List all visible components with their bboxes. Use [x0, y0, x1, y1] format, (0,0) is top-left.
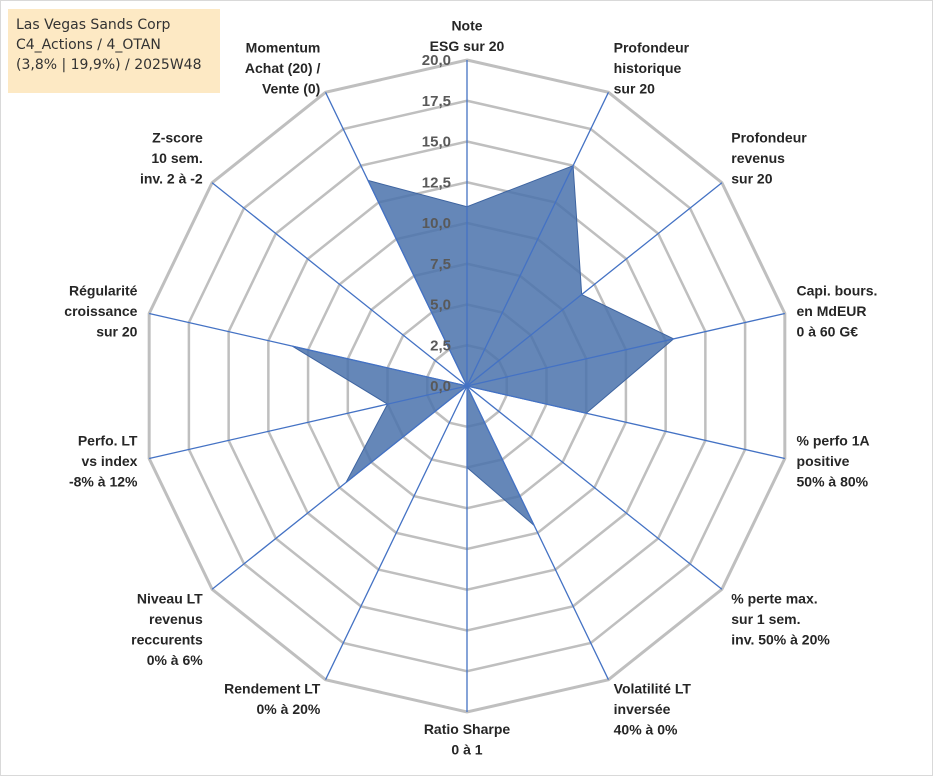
tick-label: 15,0 — [422, 134, 451, 151]
axis-label: % perfo 1A positive 50% à 80% — [797, 433, 870, 490]
axis-line — [211, 182, 468, 387]
axis-line — [149, 312, 468, 387]
axis-label: Z-score 10 sem. inv. 2 à -2 — [140, 130, 203, 187]
axis-line — [149, 385, 468, 460]
axis-label: Rendement LT 0% à 20% — [224, 681, 321, 718]
axis-label: % perte max. sur 1 sem. inv. 50% à 20% — [731, 590, 830, 647]
axis-line — [466, 182, 723, 387]
axis-label: Momentum Achat (20) / Vente (0) — [245, 39, 321, 96]
tick-label: 10,0 — [422, 215, 451, 232]
tick-label: 12,5 — [422, 174, 451, 191]
radar-axes — [149, 60, 785, 712]
axis-line — [324, 385, 468, 680]
tick-label: 20,0 — [422, 52, 451, 69]
axis-label: Perfo. LT vs index -8% à 12% — [69, 433, 138, 490]
axis-label: Profondeur historique sur 20 — [614, 39, 690, 96]
axis-label: Volatilité LT inversée 40% à 0% — [614, 681, 692, 738]
axis-line — [466, 385, 723, 590]
axis-label: Régularité croissance sur 20 — [64, 282, 137, 339]
axis-label: Note ESG sur 20 — [430, 18, 505, 55]
title-category: C4_Actions / 4_OTAN — [16, 37, 161, 53]
axis-line — [324, 92, 468, 387]
axis-label: Profondeur revenus sur 20 — [731, 130, 807, 187]
axis-label: Niveau LT revenus reccurents 0% à 6% — [131, 590, 203, 668]
tick-label: 7,5 — [430, 256, 451, 273]
tick-label: 5,0 — [430, 297, 451, 314]
radar-series-layer — [291, 165, 675, 526]
axis-line — [466, 385, 610, 680]
axis-line — [466, 92, 610, 387]
axis-label: Capi. bours. en MdEUR 0 à 60 G€ — [797, 282, 878, 339]
tick-label: 2,5 — [430, 337, 451, 354]
tick-label: 0,0 — [430, 378, 451, 395]
radial-tick-labels: 0,0 2,5 5,0 7,5 10,0 12,5 15,0 17,5 20,0 — [422, 52, 451, 395]
axis-label: Ratio Sharpe 0 à 1 — [424, 721, 511, 758]
axis-line — [466, 312, 785, 387]
tick-label: 17,5 — [422, 93, 451, 110]
axis-category-labels: Note ESG sur 20 Profondeur historique sur 20… — [64, 18, 877, 758]
axis-line — [211, 385, 468, 590]
axis-line — [466, 385, 785, 460]
series-area — [291, 165, 675, 526]
title-range-week: (3,8% | 19,9%) / 2025W48 — [16, 57, 202, 73]
title-company: Las Vegas Sands Corp — [16, 17, 171, 33]
chart-title-box: Las Vegas Sands Corp C4_Actions / 4_OTAN… — [8, 9, 220, 93]
